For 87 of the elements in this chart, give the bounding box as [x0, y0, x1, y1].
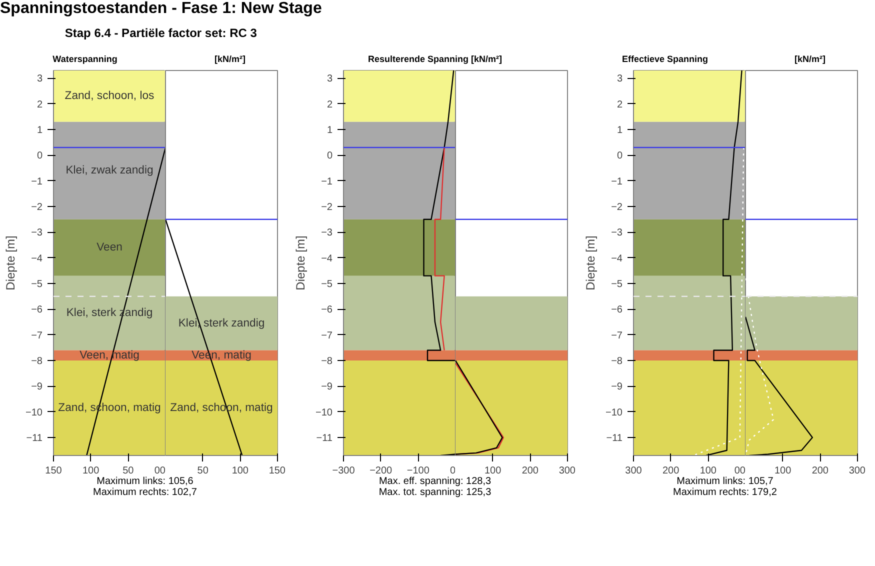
x-tick-label: 100: [232, 466, 249, 476]
x-tick-label: 200: [522, 466, 539, 476]
x-tick-label: 50: [197, 466, 209, 476]
text: Max. eff. spanning: 128,3: [378, 476, 492, 487]
y-tick-label: −3: [611, 228, 623, 239]
y-tick-label: −1: [321, 176, 333, 188]
text: Maximum rechts: 102,7: [92, 487, 198, 498]
y-axis-title: Diepte [m]: [294, 236, 308, 290]
x-tick-label: 0: [450, 466, 456, 476]
chart-title: [kN/m²]: [214, 54, 246, 64]
x-tick-label: −200: [370, 466, 393, 476]
y-axis-title: Diepte [m]: [4, 236, 18, 290]
y-tick-label: −2: [31, 202, 43, 214]
y-tick-label: 3: [616, 74, 623, 85]
y-tick-label: 2: [326, 99, 333, 110]
y-tick-label: −10: [26, 407, 43, 418]
x-tick-label: 100: [774, 466, 792, 476]
x-tick-label: 200: [812, 466, 829, 476]
y-tick-label: −3: [321, 228, 333, 239]
band-label: Zand, schoon, los: [64, 90, 155, 102]
y-tick-label: −11: [606, 433, 623, 444]
y-tick-label: −2: [611, 202, 623, 214]
y-tick-label: 1: [36, 125, 43, 136]
chart-title: Waterspanning: [52, 54, 118, 64]
y-tick-label: −8: [611, 356, 623, 368]
x-tick-label: 200: [662, 466, 680, 476]
x-tick-label: 300: [848, 466, 866, 476]
y-tick-label: −2: [321, 202, 333, 214]
x-tick-label: 300: [625, 466, 642, 476]
y-tick-label: −11: [316, 433, 333, 444]
chart-title: Effectieve Spanning: [620, 54, 710, 64]
x-tick-label: 00: [154, 466, 166, 476]
y-tick-label: 3: [326, 74, 333, 85]
x-tick-label: −100: [406, 466, 430, 476]
y-tick-label: −6: [611, 304, 623, 316]
y-tick-label: −7: [31, 330, 43, 342]
text: Max. tot. spanning: 125,3: [378, 487, 492, 498]
x-tick-label: −300: [332, 466, 356, 476]
x-tick-label: 50: [122, 466, 134, 476]
y-tick-label: −3: [31, 228, 43, 239]
y-tick-label: −5: [321, 279, 333, 290]
y-tick-label: 1: [616, 125, 623, 136]
y-tick-label: −1: [611, 176, 623, 188]
y-tick-label: −8: [321, 356, 333, 368]
y-tick-label: −10: [316, 407, 333, 418]
y-tick-label: −6: [31, 304, 43, 316]
y-tick-label: −8: [31, 356, 43, 368]
y-tick-label: −5: [31, 279, 43, 290]
text: Spanningstoestanden - Fase 1: New Stage: [0, 0, 322, 18]
chart-title: Resulterende Spanning [kN/m²]: [366, 54, 503, 64]
band-label: Klei, sterk zandig: [178, 317, 265, 330]
x-tick-label: 150: [45, 466, 62, 476]
y-tick-label: −10: [606, 407, 623, 418]
y-tick-label: −4: [321, 253, 333, 264]
y-tick-label: 0: [36, 150, 43, 162]
x-tick-label: 100: [700, 466, 717, 476]
x-tick-label: 100: [82, 466, 100, 476]
y-tick-label: −7: [611, 330, 623, 342]
y-tick-label: −7: [321, 330, 333, 342]
x-tick-label: 100: [484, 466, 502, 476]
y-tick-label: −4: [31, 253, 43, 264]
text: Stap 6.4 - Partiële factor set: RC 3: [64, 26, 258, 40]
y-tick-label: 1: [326, 125, 333, 136]
y-tick-label: −9: [611, 382, 623, 393]
y-tick-label: −5: [611, 279, 623, 290]
band-label: Veen: [96, 242, 122, 254]
y-tick-label: −9: [321, 382, 333, 393]
y-tick-label: 2: [616, 99, 623, 110]
y-tick-label: −9: [31, 382, 43, 393]
text: Maximum links: 105,6: [96, 476, 194, 487]
chart-title: [kN/m²]: [794, 54, 826, 64]
x-tick-label: 300: [558, 466, 576, 476]
y-tick-label: −6: [321, 304, 333, 316]
text: Maximum links: 105,7: [676, 476, 774, 487]
y-tick-label: 2: [36, 99, 43, 110]
y-tick-label: 0: [326, 150, 333, 162]
y-tick-label: 0: [616, 150, 623, 162]
x-tick-label: 00: [734, 466, 746, 476]
y-tick-label: −1: [31, 176, 43, 188]
y-tick-label: 3: [36, 74, 43, 85]
band-label: Klei, zwak zandig: [66, 164, 154, 177]
y-tick-label: −4: [611, 253, 623, 264]
y-axis-title: Diepte [m]: [584, 236, 598, 290]
x-tick-label: 150: [268, 466, 286, 476]
text: Maximum rechts: 179,2: [672, 487, 778, 498]
band-label: Veen, matig: [80, 349, 140, 362]
y-tick-label: −11: [26, 433, 43, 444]
